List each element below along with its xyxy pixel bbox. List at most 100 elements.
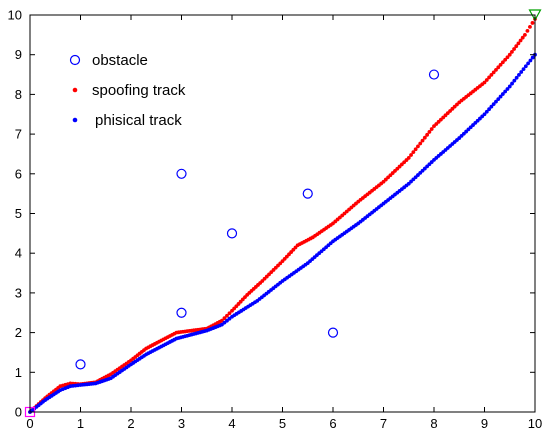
x-tick-label: 5 — [279, 416, 286, 431]
obstacle-point — [75, 359, 86, 370]
y-tick-label: 2 — [15, 325, 22, 340]
legend-label-spoofing-track: spoofing track — [92, 82, 186, 99]
x-tick-label: 9 — [481, 416, 488, 431]
y-tick-label: 5 — [15, 206, 22, 221]
obstacle-point — [176, 168, 187, 179]
spoofing-track-point — [520, 35, 525, 40]
y-tick-label: 7 — [15, 127, 22, 142]
spoofing-track-point — [484, 78, 489, 82]
obstacle-point — [327, 327, 339, 338]
spoofing-track-point — [510, 49, 514, 54]
spoofing-track-point — [498, 62, 503, 67]
spoofing-track-point — [518, 38, 523, 43]
phisical-track-point — [517, 73, 521, 77]
legend-item-obstacle: obstacle — [69, 52, 148, 69]
legend-symbol-spoofing-track — [72, 87, 78, 93]
obstacle-point — [226, 228, 238, 239]
phisical-track-point — [507, 84, 512, 89]
obstacle-point — [176, 307, 187, 318]
phisical-track-point — [487, 107, 491, 112]
x-tick-label: 2 — [127, 416, 134, 431]
phisical-track-point — [505, 87, 510, 91]
legend-symbol-obstacle — [69, 54, 81, 66]
spoofing-track-point — [500, 60, 505, 65]
x-tick-label: 6 — [329, 416, 336, 431]
phisical-track-point — [514, 75, 519, 80]
spoofing-track-point — [514, 44, 519, 49]
plot-area-frame — [29, 14, 536, 413]
y-axis: 0 1 2 3 4 5 6 7 8 9 10 — [8, 8, 535, 420]
obstacle-point — [428, 69, 440, 80]
spoofing-track-point — [487, 75, 491, 80]
spoofing-track-point — [427, 130, 432, 134]
spoofing-track-point — [528, 25, 532, 29]
track-layer — [28, 17, 537, 414]
endpoint-marker-layer — [24, 9, 542, 418]
phisical-track-point — [512, 78, 517, 83]
legend-item-spoofing-track: spoofing track — [72, 82, 186, 99]
spoofing-track-point — [496, 65, 501, 70]
spoofing-track-point — [516, 41, 521, 46]
y-tick-label: 10 — [8, 8, 22, 23]
spoofing-track-point — [406, 156, 411, 160]
spoofing-track-point — [425, 132, 430, 137]
x-tick-label: 10 — [528, 416, 542, 431]
spoofing-track-point — [416, 144, 420, 149]
x-tick-label: 4 — [228, 416, 235, 431]
phisical-track-point — [521, 67, 526, 72]
spoofing-track-point — [418, 141, 423, 146]
obstacle-series — [75, 69, 440, 370]
legend-symbol-phisical-track — [72, 117, 78, 123]
phisical-track-point — [484, 109, 489, 114]
phisical-track-point — [503, 89, 508, 94]
x-axis: 0 1 2 3 4 5 6 7 8 9 10 — [26, 15, 542, 431]
phisical-track-point — [519, 70, 524, 74]
spoofing-track-point — [420, 138, 425, 143]
spoofing-track-point — [489, 73, 494, 77]
phisical-track-point — [491, 102, 496, 107]
legend-label-obstacle: obstacle — [92, 52, 148, 69]
phisical-track-point — [510, 81, 514, 86]
phisical-track-point — [482, 112, 487, 117]
spoofing-track-point — [413, 147, 418, 152]
spoofing-track-point — [222, 316, 227, 321]
spoofing-track-point — [503, 57, 508, 62]
y-tick-label: 4 — [15, 246, 22, 261]
x-tick-label: 1 — [77, 416, 84, 431]
spoofing-track-point — [491, 70, 496, 75]
y-tick-label: 8 — [15, 87, 22, 102]
obstacle-point — [302, 188, 313, 199]
phisical-track-point — [494, 99, 498, 104]
spoofing-track-point — [225, 313, 229, 318]
x-tick-label: 7 — [380, 416, 387, 431]
legend-label-phisical-track: phisical track — [95, 112, 182, 129]
phisical-track-point — [528, 58, 533, 63]
y-tick-label: 3 — [15, 285, 22, 300]
spoofing-track-point — [482, 80, 487, 85]
phisical-track-point — [523, 64, 528, 69]
phisical-track-point — [500, 92, 505, 96]
spoofing-track-point — [227, 311, 232, 316]
x-tick-label: 8 — [430, 416, 437, 431]
phisical-track-point — [530, 55, 535, 60]
phisical-track-point — [496, 97, 501, 101]
spoofing-track-point — [512, 47, 516, 51]
phisical-track-point — [498, 94, 503, 99]
y-tick-label: 9 — [15, 47, 22, 62]
spoofing-track-point — [429, 127, 434, 131]
x-tick-label: 0 — [26, 416, 33, 431]
legend-item-phisical-track: phisical track — [72, 112, 182, 129]
y-tick-label: 6 — [15, 166, 22, 181]
spoofing-track-point — [507, 52, 512, 57]
spoofing-track-series — [28, 17, 537, 414]
spoofing-track-point — [494, 67, 498, 72]
spoofing-track-point — [409, 153, 413, 157]
spoofing-track-point — [523, 32, 527, 37]
y-tick-label: 1 — [15, 365, 22, 380]
spoofing-track-point — [530, 21, 535, 25]
spoofing-track-point — [411, 150, 416, 155]
spoofing-track-point — [505, 55, 510, 60]
phisical-track-point — [526, 61, 531, 66]
y-tick-label: 0 — [15, 405, 22, 420]
